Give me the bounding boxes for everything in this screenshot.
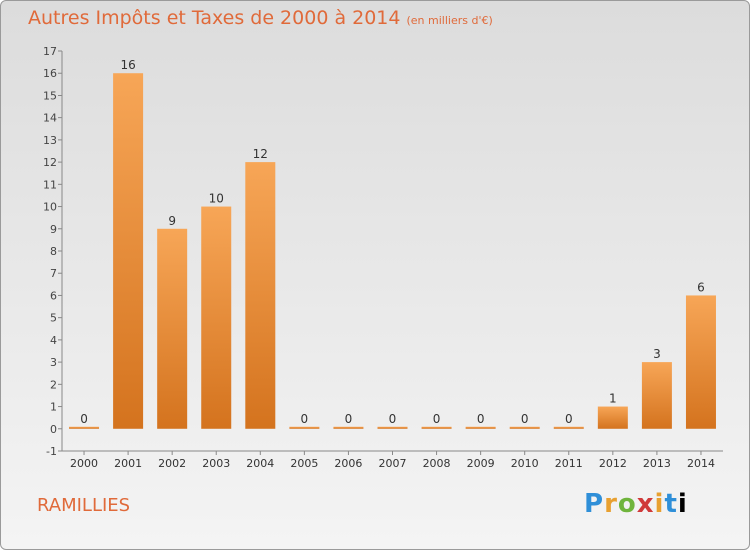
- bar: [201, 206, 232, 429]
- y-tick-label: 13: [43, 134, 57, 147]
- commune-name: RAMILLIES: [37, 495, 131, 516]
- bar: [157, 228, 188, 429]
- data-label: 3: [653, 347, 661, 361]
- bar: [69, 426, 100, 429]
- y-tick-label: 16: [43, 67, 57, 80]
- y-tick-label: 17: [43, 45, 57, 58]
- logo-letter: i: [654, 489, 665, 519]
- chart-title: Autres Impôts et Taxes de 2000 à 2014 (en…: [28, 7, 493, 29]
- x-tick-label: 2004: [246, 457, 274, 470]
- chart-subtitle: (en milliers d'€): [406, 14, 493, 27]
- x-tick-label: 2009: [467, 457, 495, 470]
- y-tick-label: 5: [50, 312, 57, 325]
- x-tick-label: 2006: [334, 457, 362, 470]
- y-tick-label: 2: [50, 378, 57, 391]
- bar: [465, 426, 496, 429]
- bar: [685, 295, 716, 429]
- data-label: 0: [301, 412, 309, 426]
- y-tick-label: 8: [50, 245, 57, 258]
- data-label: 0: [345, 412, 353, 426]
- y-tick-label: -1: [46, 445, 57, 458]
- y-tick-label: 1: [50, 401, 57, 414]
- bar: [289, 426, 320, 429]
- x-tick-label: 2008: [423, 457, 451, 470]
- proxiti-logo[interactable]: Proxiti: [584, 489, 688, 519]
- data-label: 0: [433, 412, 441, 426]
- bar: [421, 426, 452, 429]
- x-tick-label: 2005: [290, 457, 318, 470]
- y-tick-label: 4: [50, 334, 57, 347]
- data-label: 12: [253, 147, 268, 161]
- logo-letter: o: [617, 489, 637, 519]
- y-tick-label: 11: [43, 178, 57, 191]
- x-tick-label: 2014: [687, 457, 715, 470]
- x-tick-label: 2012: [599, 457, 627, 470]
- y-tick-label: 6: [50, 289, 57, 302]
- data-label: 0: [80, 412, 88, 426]
- bar: [113, 73, 144, 429]
- bar: [333, 426, 364, 429]
- x-tick-label: 2001: [114, 457, 142, 470]
- data-label: 10: [209, 192, 224, 206]
- logo-letter: t: [664, 489, 678, 519]
- y-tick-label: 10: [43, 201, 57, 214]
- bar: [553, 426, 584, 429]
- chart-title-text: Autres Impôts et Taxes de 2000 à 2014: [28, 7, 401, 29]
- data-label: 16: [120, 58, 135, 72]
- y-tick-label: 14: [43, 112, 57, 125]
- y-tick-label: 12: [43, 156, 57, 169]
- y-tick-label: 15: [43, 89, 57, 102]
- y-tick-label: 7: [50, 267, 57, 280]
- data-label: 0: [521, 412, 529, 426]
- x-tick-label: 2010: [511, 457, 539, 470]
- x-tick-label: 2003: [202, 457, 230, 470]
- y-tick-label: 0: [50, 423, 57, 436]
- data-label: 0: [389, 412, 397, 426]
- data-label: 0: [565, 412, 573, 426]
- bar: [245, 162, 276, 429]
- x-tick-label: 2007: [379, 457, 407, 470]
- bar: [509, 426, 540, 429]
- data-label: 9: [168, 214, 176, 228]
- x-tick-label: 2011: [555, 457, 583, 470]
- data-label: 0: [477, 412, 485, 426]
- bar: [641, 362, 672, 429]
- data-label: 1: [609, 392, 617, 406]
- logo-letter: x: [636, 489, 655, 519]
- x-tick-label: 2002: [158, 457, 186, 470]
- y-tick-label: 9: [50, 223, 57, 236]
- bar: [377, 426, 408, 429]
- x-tick-label: 2013: [643, 457, 671, 470]
- bar: [597, 406, 628, 429]
- logo-letter: r: [604, 489, 618, 519]
- data-label: 6: [697, 280, 705, 294]
- logo-letter: P: [584, 489, 605, 519]
- x-tick-label: 2000: [70, 457, 98, 470]
- y-tick-label: 3: [50, 356, 57, 369]
- logo-letter: i: [677, 489, 688, 519]
